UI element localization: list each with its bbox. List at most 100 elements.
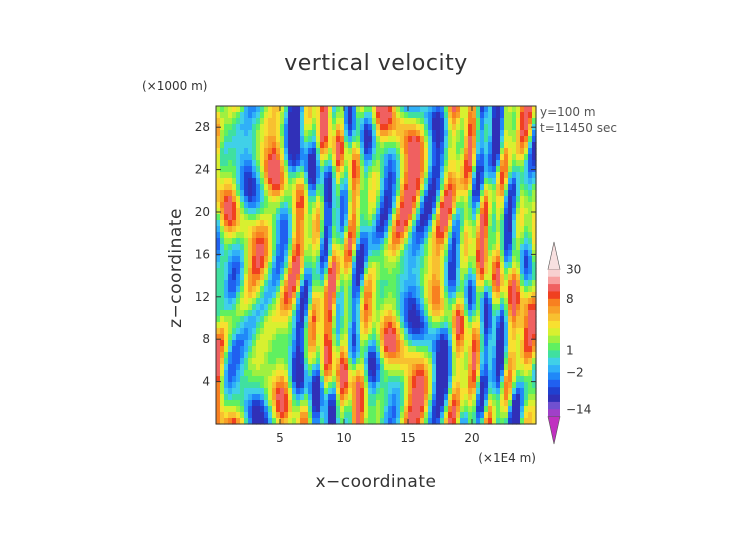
- heatmap-cell: [508, 262, 513, 269]
- heatmap-cell: [284, 214, 289, 221]
- heatmap-cell: [464, 346, 469, 353]
- heatmap-cell: [424, 154, 429, 161]
- heatmap-cell: [440, 250, 445, 257]
- heatmap-cell: [432, 394, 437, 401]
- heatmap-cell: [432, 262, 437, 269]
- heatmap-cell: [432, 364, 437, 371]
- heatmap-cell: [388, 154, 393, 161]
- heatmap-cell: [500, 370, 505, 377]
- heatmap-cell: [224, 196, 229, 203]
- heatmap-cell: [332, 220, 337, 227]
- heatmap-cell: [296, 244, 301, 251]
- heatmap-cell: [388, 160, 393, 167]
- heatmap-cell: [484, 262, 489, 269]
- heatmap-cell: [244, 358, 249, 365]
- heatmap-cell: [224, 334, 229, 341]
- heatmap-cell: [292, 286, 297, 293]
- heatmap-cell: [312, 238, 317, 245]
- heatmap-cell: [380, 388, 385, 395]
- heatmap-cell: [320, 304, 325, 311]
- heatmap-cell: [268, 190, 273, 197]
- heatmap-cell: [508, 292, 513, 299]
- heatmap-cell: [332, 136, 337, 143]
- heatmap-cell: [420, 328, 425, 335]
- heatmap-cell: [292, 400, 297, 407]
- heatmap-cell: [512, 280, 517, 287]
- heatmap-cell: [432, 178, 437, 185]
- heatmap-cell: [520, 346, 525, 353]
- heatmap-cell: [420, 178, 425, 185]
- heatmap-cell: [372, 112, 377, 119]
- heatmap-cell: [244, 418, 249, 425]
- heatmap-cell: [264, 148, 269, 155]
- heatmap-cell: [500, 154, 505, 161]
- heatmap-cell: [524, 232, 529, 239]
- heatmap-cell: [472, 112, 477, 119]
- heatmap-cell: [340, 268, 345, 275]
- heatmap-cell: [448, 364, 453, 371]
- heatmap-cell: [412, 382, 417, 389]
- heatmap-cell: [436, 244, 441, 251]
- heatmap-cell: [280, 286, 285, 293]
- heatmap-cell: [360, 250, 365, 257]
- heatmap-cell: [364, 340, 369, 347]
- heatmap-cell: [220, 286, 225, 293]
- heatmap-cell: [364, 196, 369, 203]
- heatmap-cell: [380, 148, 385, 155]
- heatmap-cell: [408, 256, 413, 263]
- heatmap-cell: [340, 382, 345, 389]
- heatmap-cell: [480, 190, 485, 197]
- heatmap-cell: [216, 382, 221, 389]
- heatmap-cell: [296, 148, 301, 155]
- heatmap-cell: [368, 322, 373, 329]
- heatmap-cell: [364, 256, 369, 263]
- heatmap-cell: [268, 298, 273, 305]
- heatmap-cell: [232, 274, 237, 281]
- heatmap-cell: [428, 166, 433, 173]
- heatmap-cell: [504, 292, 509, 299]
- heatmap-cell: [392, 256, 397, 263]
- heatmap-cell: [256, 112, 261, 119]
- heatmap-cell: [284, 400, 289, 407]
- heatmap-cell: [376, 184, 381, 191]
- heatmap-cell: [468, 358, 473, 365]
- heatmap-cell: [476, 190, 481, 197]
- heatmap-cell: [448, 226, 453, 233]
- heatmap-cell: [476, 232, 481, 239]
- heatmap-cell: [320, 196, 325, 203]
- heatmap-cell: [308, 148, 313, 155]
- heatmap-cell: [328, 400, 333, 407]
- heatmap-cell: [356, 160, 361, 167]
- heatmap-cell: [352, 160, 357, 167]
- heatmap-cell: [464, 106, 469, 113]
- heatmap-cell: [332, 370, 337, 377]
- heatmap-cell: [472, 238, 477, 245]
- heatmap-cell: [444, 328, 449, 335]
- heatmap-cell: [228, 190, 233, 197]
- heatmap-cell: [528, 304, 533, 311]
- heatmap-cell: [492, 286, 497, 293]
- heatmap-cell: [412, 352, 417, 359]
- heatmap-cell: [252, 274, 257, 281]
- heatmap-cell: [384, 178, 389, 185]
- heatmap-cell: [404, 298, 409, 305]
- heatmap-cell: [312, 322, 317, 329]
- heatmap-cell: [244, 142, 249, 149]
- heatmap-cell: [532, 328, 537, 335]
- heatmap-cell: [280, 316, 285, 323]
- heatmap-cell: [272, 202, 277, 209]
- heatmap-cell: [384, 118, 389, 125]
- heatmap-cell: [444, 346, 449, 353]
- heatmap-cell: [256, 178, 261, 185]
- heatmap-cell: [516, 346, 521, 353]
- heatmap-cell: [236, 316, 241, 323]
- heatmap-cell: [464, 250, 469, 257]
- heatmap-cell: [308, 130, 313, 137]
- heatmap-cell: [312, 334, 317, 341]
- heatmap-cell: [388, 256, 393, 263]
- colorbar-top-arrow: [547, 241, 561, 270]
- heatmap-cell: [376, 268, 381, 275]
- heatmap-cell: [368, 118, 373, 125]
- heatmap-cell: [396, 172, 401, 179]
- heatmap-cell: [296, 124, 301, 131]
